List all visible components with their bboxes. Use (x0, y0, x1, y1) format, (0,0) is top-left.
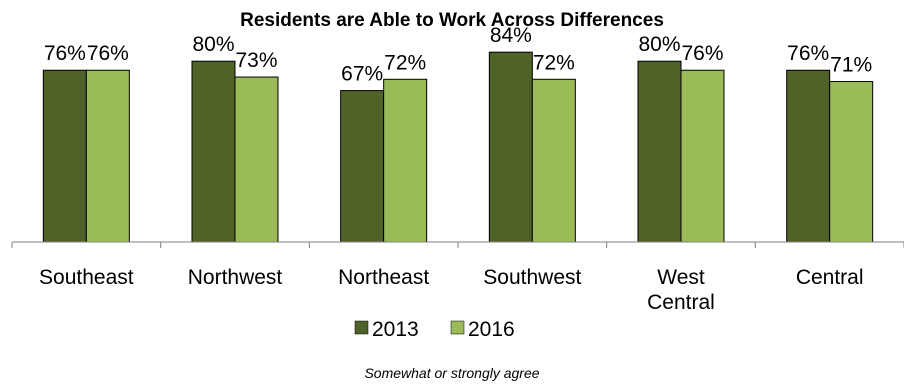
legend-swatch-2016 (450, 320, 465, 335)
category-label-west-central: West Central (647, 266, 715, 314)
bar-2013-southwest (488, 51, 533, 243)
legend: 2013 2016 (354, 318, 515, 341)
bar-2016-southwest (531, 78, 576, 243)
value-label: 76% (87, 42, 129, 65)
category-label-southeast: Southeast (39, 266, 134, 289)
value-label: 71% (830, 54, 872, 77)
bar-2013-southeast (42, 69, 87, 243)
value-label: 76% (787, 42, 829, 65)
value-label: 80% (192, 33, 234, 56)
legend-swatch-2013 (354, 320, 369, 335)
value-label: 67% (341, 63, 383, 86)
value-label: 72% (533, 51, 575, 74)
bar-2016-west-central (680, 69, 725, 243)
bar-2016-northeast (383, 78, 428, 243)
value-labels-group: 76% 76% 80%73%67% 72%84%72%80% 76% 76% 71% (44, 24, 872, 85)
value-label: 84% (490, 24, 532, 47)
footnote: Somewhat or strongly agree (364, 365, 539, 381)
bar-2016-southeast (85, 69, 130, 243)
legend-label-2016: 2016 (468, 318, 515, 341)
bar-2016-northwest (234, 76, 279, 243)
legend-label-2013: 2013 (372, 318, 419, 341)
category-label-northeast: Northeast (338, 266, 429, 289)
value-label: 76% (44, 42, 86, 65)
x-ticks-group (11, 242, 904, 248)
bar-2013-northeast (340, 90, 385, 243)
value-label: 72% (384, 51, 426, 74)
bar-2013-central (786, 69, 831, 243)
bar-2013-northwest (191, 60, 236, 243)
category-label-southwest: Southwest (483, 266, 581, 289)
value-label: 80% (638, 33, 680, 56)
category-labels-group: Southeast Northwest Northeast Southwest West… (39, 266, 863, 314)
category-label-northwest: Northwest (188, 266, 283, 289)
value-label: 76% (681, 42, 723, 65)
bars-group (42, 51, 874, 243)
category-label-central: Central (796, 266, 864, 289)
value-label: 73% (235, 49, 277, 72)
bar-2013-west-central (637, 60, 682, 243)
chart-title: Residents are Able to Work Across Differ… (240, 10, 664, 31)
bar-2016-central (829, 81, 874, 243)
